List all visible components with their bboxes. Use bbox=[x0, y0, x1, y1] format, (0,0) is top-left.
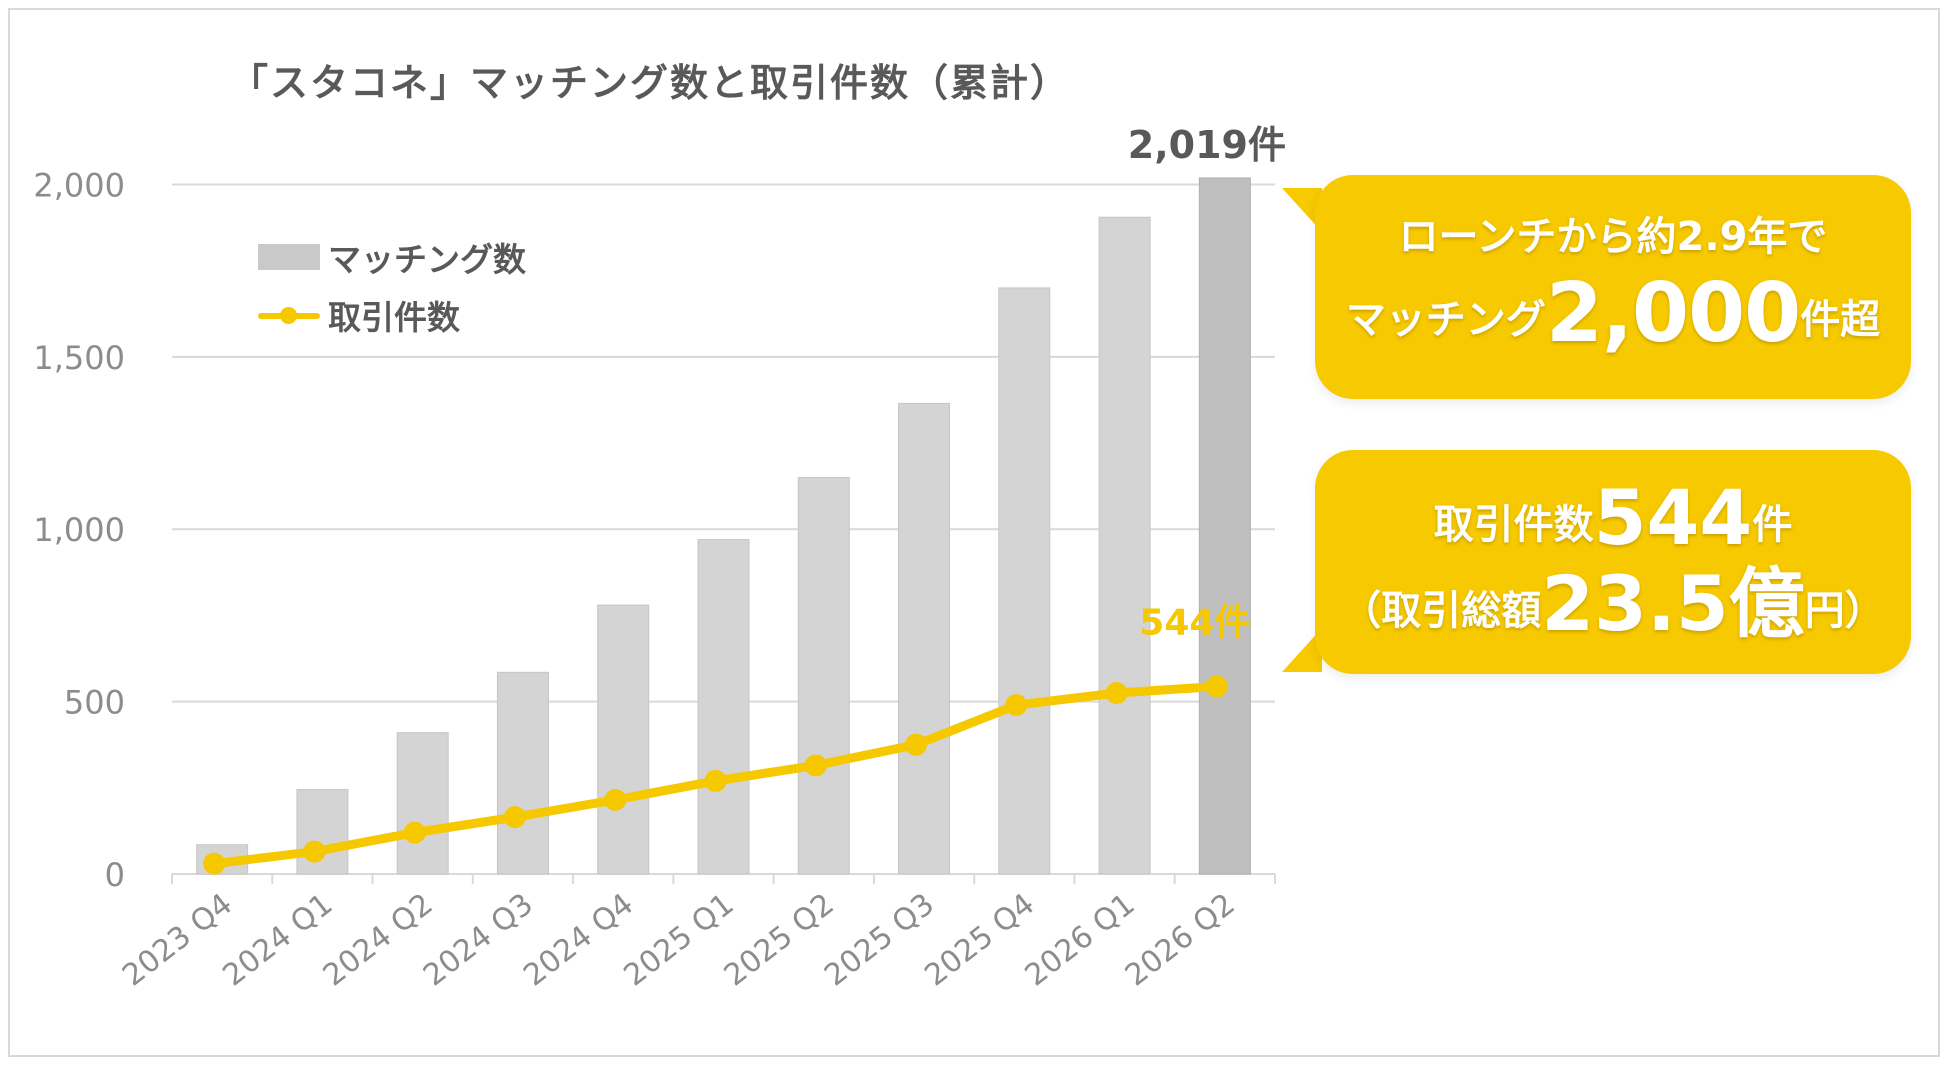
legend-line-label: 取引件数 bbox=[328, 298, 460, 337]
line-point bbox=[1205, 675, 1228, 698]
callout-transactions-line2: （取引総額23.5億円） bbox=[1315, 566, 1911, 642]
x-tick-label: 2025 Q2 bbox=[718, 887, 841, 994]
bar bbox=[898, 402, 951, 875]
callout-matching-number: 2,000 bbox=[1545, 266, 1801, 361]
bar-data-label: 2,019件 bbox=[1128, 123, 1286, 167]
callout-matching-suffix: 件超 bbox=[1800, 297, 1881, 343]
chart-title: 「スタコネ」マッチング数と取引件数（累計） bbox=[230, 61, 1071, 105]
callout-transactions-number: 544 bbox=[1593, 473, 1753, 562]
callout-amount-close: 円） bbox=[1804, 588, 1885, 634]
x-tick-label: 2025 Q1 bbox=[618, 887, 741, 994]
bar bbox=[797, 477, 850, 875]
x-tick-label: 2024 Q1 bbox=[216, 887, 339, 994]
callout-transactions-suffix: 件 bbox=[1752, 502, 1793, 548]
x-tick-label: 2025 Q4 bbox=[918, 887, 1041, 994]
bar bbox=[296, 789, 349, 875]
line-point bbox=[1105, 682, 1128, 704]
bar bbox=[597, 604, 650, 875]
bar bbox=[1198, 177, 1251, 875]
line-point bbox=[403, 821, 426, 844]
y-tick-label: 500 bbox=[64, 684, 125, 722]
callout-transactions-prefix: 取引件数 bbox=[1433, 502, 1594, 548]
y-tick-label: 2,000 bbox=[33, 166, 125, 204]
callout-matching-line1: ローンチから約2.9年で bbox=[1398, 214, 1828, 260]
x-tick-label: 2025 Q3 bbox=[818, 887, 941, 994]
x-tick-label: 2023 Q4 bbox=[116, 887, 239, 994]
x-tick-label: 2024 Q2 bbox=[317, 887, 440, 994]
y-tick-label: 0 bbox=[105, 856, 125, 894]
line-point bbox=[303, 840, 326, 863]
legend-item-line: 取引件数 bbox=[258, 286, 526, 344]
line-point bbox=[203, 852, 226, 875]
bar bbox=[496, 671, 549, 875]
line-point bbox=[704, 769, 727, 792]
callout-amount-number: 23.5億 bbox=[1541, 559, 1805, 648]
y-tick-label: 1,500 bbox=[33, 339, 125, 377]
line-point bbox=[503, 806, 526, 829]
line-point bbox=[804, 754, 827, 777]
bar bbox=[998, 287, 1051, 875]
y-tick-label: 1,000 bbox=[33, 511, 125, 549]
legend-item-bar: マッチング数 bbox=[258, 228, 526, 286]
legend-bar-label: マッチング数 bbox=[328, 240, 526, 279]
bar bbox=[396, 732, 449, 875]
callout-amount-open: （取引総額 bbox=[1341, 588, 1542, 634]
x-tick-label: 2026 Q2 bbox=[1119, 887, 1242, 994]
x-tick-label: 2024 Q3 bbox=[417, 887, 540, 994]
bar bbox=[697, 539, 750, 875]
callout-transactions-line1: 取引件数544件 bbox=[1315, 480, 1911, 556]
legend-bar-swatch bbox=[258, 244, 320, 270]
x-tick-label: 2026 Q1 bbox=[1019, 887, 1142, 994]
bar bbox=[1098, 216, 1151, 875]
callout-matching-line2: マッチング2,000件超 bbox=[1315, 273, 1911, 355]
callout-transactions: 取引件数544件 （取引総額23.5億円） bbox=[1315, 450, 1911, 674]
callout-matching: ローンチから約2.9年で マッチング2,000件超 bbox=[1315, 175, 1911, 399]
callout-matching-prefix: マッチング bbox=[1345, 297, 1546, 343]
line-point bbox=[604, 788, 627, 811]
legend: マッチング数 取引件数 bbox=[258, 228, 526, 344]
x-tick-label: 2024 Q4 bbox=[517, 887, 640, 994]
legend-line-swatch bbox=[258, 302, 320, 328]
line-point bbox=[1005, 694, 1028, 717]
line-point bbox=[905, 733, 928, 756]
line-data-label: 544件 bbox=[1139, 602, 1250, 643]
